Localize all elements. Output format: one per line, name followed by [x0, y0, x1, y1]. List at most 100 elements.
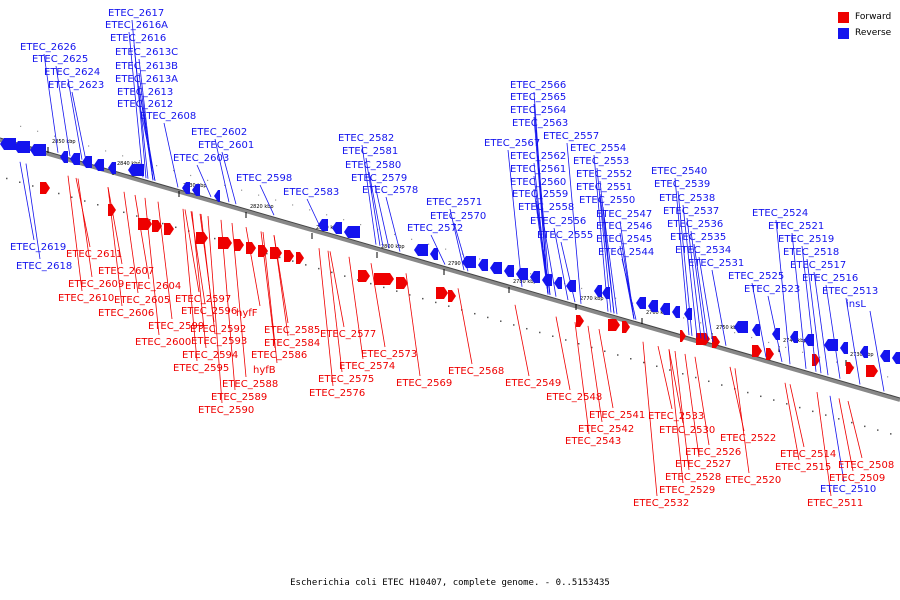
reverse-gene-label: ETEC_2561	[510, 164, 566, 175]
guide-dot	[292, 260, 294, 262]
reverse-gene-arrow	[0, 138, 16, 150]
forward-leader-line	[370, 263, 386, 348]
forward-leader-line	[405, 273, 421, 377]
forward-gene-label: ETEC_2595	[173, 363, 229, 374]
reverse-leader-line	[374, 184, 390, 249]
reverse-gene-label: ETEC_2583	[283, 187, 339, 198]
reverse-gene-label: ETEC_2519	[778, 234, 834, 245]
forward-leader-line	[657, 346, 673, 410]
forward-gene-label: ETEC_2541	[589, 410, 645, 421]
reverse-gene-arrow	[594, 285, 602, 297]
reverse-gene-label: ETEC_2550	[579, 195, 635, 206]
forward-gene-label: ETEC_2605	[114, 295, 170, 306]
reverse-gene-label: ETEC_2560	[510, 177, 566, 188]
reverse-gene-arrow	[516, 268, 528, 280]
forward-gene-label: ETEC_2520	[725, 475, 781, 486]
reverse-gene-arrow	[752, 324, 760, 336]
guide-dot	[394, 233, 396, 236]
reverse-gene-label: ETEC_2538	[659, 193, 715, 204]
guide-dot	[279, 256, 281, 259]
kbp-tick-label: 2840 kbp	[117, 161, 141, 167]
reverse-gene-label: ETEC_2558	[518, 202, 574, 213]
forward-gene-arrow	[766, 348, 774, 360]
kbp-tick-label: 2850 kbp	[52, 139, 76, 145]
forward-leader-line	[789, 384, 805, 448]
forward-gene-label: ETEC_2588	[222, 379, 278, 390]
forward-gene-arrow	[284, 250, 294, 262]
reverse-gene-label: ETEC_2570	[430, 211, 486, 222]
forward-gene-arrow	[138, 218, 152, 230]
forward-gene-label: ETEC_2514	[780, 449, 836, 460]
forward-gene-label: hyfB	[253, 365, 276, 376]
guide-dot	[370, 282, 372, 285]
reverse-gene-label: ETEC_2525	[728, 271, 784, 282]
forward-gene-label: ETEC_2590	[198, 405, 254, 416]
reverse-leader-line	[602, 206, 618, 315]
guide-dot	[530, 273, 532, 275]
forward-gene-label: ETEC_2592	[190, 324, 246, 335]
reverse-gene-arrow	[860, 346, 868, 358]
guide-dot	[799, 406, 801, 409]
reverse-gene-label: ETEC_2619	[10, 242, 66, 253]
forward-leader-line	[598, 328, 614, 409]
forward-gene-label: ETEC_2584	[264, 338, 320, 349]
guide-dot	[207, 179, 209, 182]
forward-gene-label: ETEC_2549	[505, 378, 561, 389]
reverse-gene-label: ETEC_2566	[510, 80, 566, 91]
reverse-leader-line	[140, 110, 156, 181]
reverse-gene-arrow	[94, 159, 104, 171]
forward-gene-label: ETEC_2585	[264, 325, 320, 336]
reverse-gene-arrow	[636, 297, 646, 309]
forward-gene-arrow	[448, 290, 456, 302]
reverse-gene-arrow	[840, 342, 848, 354]
kbp-tick-label: 2780 kbp	[513, 279, 537, 285]
forward-gene-arrow	[234, 239, 244, 251]
reverse-gene-label: ETEC_2613B	[115, 61, 178, 72]
reverse-gene-label: ETEC_2567	[484, 138, 540, 149]
reverse-swatch	[838, 27, 849, 39]
forward-leader-line	[67, 175, 83, 292]
reverse-gene-label: ETEC_2540	[651, 166, 707, 177]
guide-dot	[175, 226, 177, 229]
reverse-leader-line	[791, 232, 807, 369]
guide-dot	[581, 287, 583, 290]
guide-dot	[84, 200, 86, 202]
forward-leader-line	[231, 222, 247, 378]
reverse-gene-label: ETEC_2571	[426, 197, 482, 208]
reverse-leader-line	[751, 282, 767, 358]
forward-gene-label: ETEC_2528	[665, 472, 721, 483]
forward-leader-line	[684, 353, 700, 458]
guide-dot	[825, 414, 827, 416]
guide-dot	[838, 418, 840, 420]
guide-dot	[139, 160, 141, 162]
guide-dot	[853, 366, 855, 368]
forward-leader-line	[220, 219, 236, 391]
reverse-leader-line	[535, 200, 551, 295]
reverse-gene-label: ETEC_2601	[198, 140, 254, 151]
forward-leader-line	[200, 214, 216, 335]
reverse-leader-line	[507, 149, 523, 287]
guide-dot	[422, 297, 424, 300]
forward-gene-label: ETEC_2529	[659, 485, 715, 496]
guide-dot	[526, 327, 528, 330]
forward-gene-label: hyfF	[236, 308, 258, 319]
reverse-leader-line	[214, 138, 230, 203]
forward-gene-label: ETEC_2508	[838, 460, 894, 471]
forward-leader-line	[457, 288, 473, 365]
reverse-leader-line	[221, 151, 237, 205]
guide-dot	[122, 155, 124, 157]
reverse-gene-arrow	[214, 190, 220, 202]
reverse-gene-label: ETEC_2517	[790, 260, 846, 271]
guide-dot	[156, 165, 158, 167]
reverse-gene-label: ETEC_2626	[20, 42, 76, 53]
guide-dot	[292, 204, 294, 206]
guide-dot	[500, 320, 502, 322]
guide-dot	[474, 312, 476, 315]
guide-dot	[123, 211, 125, 214]
guide-dot	[747, 391, 749, 394]
guide-dot	[71, 140, 73, 142]
reverse-gene-arrow	[332, 222, 342, 234]
forward-leader-line	[182, 208, 198, 362]
forward-gene-label: ETEC_2569	[396, 378, 452, 389]
reverse-leader-line	[682, 204, 698, 338]
